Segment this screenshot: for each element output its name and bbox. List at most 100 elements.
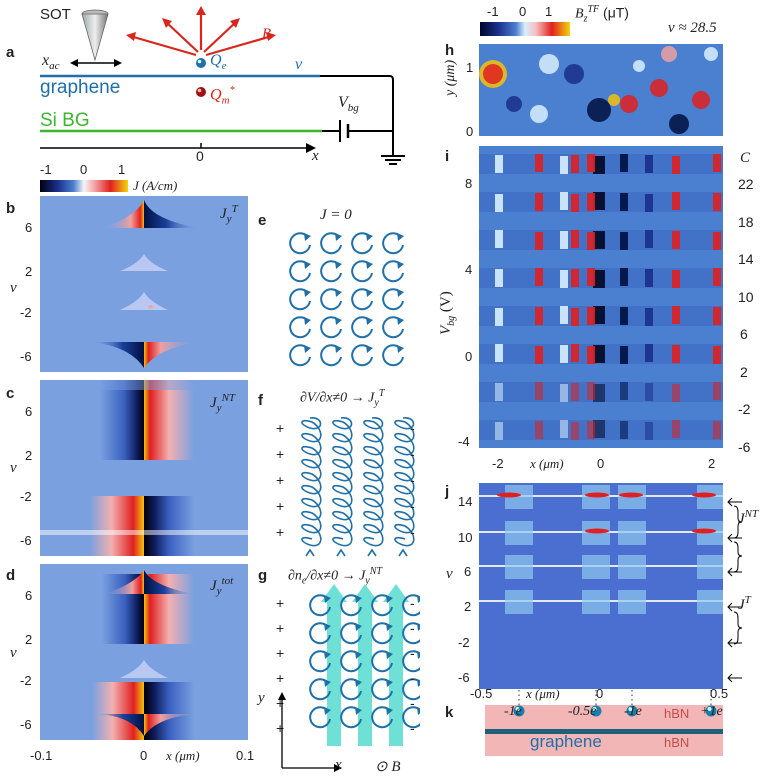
minus-sign: - <box>410 670 415 686</box>
helix-arrowhead-icon <box>336 548 346 557</box>
circulation-icon <box>402 594 420 617</box>
circulation-icon <box>351 232 373 255</box>
helix-arrowhead-icon <box>398 548 408 557</box>
map-i <box>479 146 723 448</box>
charge-label: +1e <box>700 704 723 719</box>
panel-label-g: g <box>258 567 268 584</box>
circulation-icon <box>340 622 362 645</box>
panel-label-i: i <box>445 148 450 165</box>
circulation-icon <box>351 288 373 311</box>
circulation-icon <box>371 594 393 617</box>
sot-label: SOT <box>40 6 71 23</box>
panel-label-k: k <box>445 704 454 721</box>
c-value: 2 <box>740 363 748 380</box>
i-x-tick: 2 <box>708 456 716 471</box>
nu-axis-label-d: ν <box>10 645 17 661</box>
circulation-icon <box>402 678 420 701</box>
panel-label-d: d <box>6 567 16 584</box>
minus-sign: - <box>410 446 415 462</box>
nu-axis-label-b: ν <box>10 280 17 296</box>
jnt-label: JNT <box>738 508 759 527</box>
minus-sign: - <box>410 645 415 661</box>
nu-tick: -6 <box>20 533 32 548</box>
minus-sign: - <box>410 524 415 540</box>
circulation-icon <box>289 288 311 311</box>
x-tick: 0.1 <box>236 748 255 763</box>
c-value: -2 <box>738 401 751 417</box>
cartoon-f-helices <box>301 417 415 557</box>
plus-sign: + <box>276 620 285 636</box>
nu-tick: 2 <box>25 264 33 279</box>
x-tick: 0 <box>140 748 148 763</box>
plus-sign: + <box>276 524 285 540</box>
panel-label-h: h <box>445 42 455 59</box>
graphene-label: graphene <box>40 77 121 98</box>
plus-sign: + <box>276 720 285 736</box>
nu-tick: 6 <box>25 404 33 419</box>
circulation-icon <box>351 260 373 283</box>
j-y-tick: 2 <box>464 599 472 614</box>
circulation-icon <box>402 706 420 729</box>
h-y-tick: 0 <box>466 124 474 139</box>
nu-value: ν ≈ 28.5 <box>668 20 717 36</box>
circulation-icon <box>320 344 342 367</box>
j-cb-tick: -1 <box>40 162 52 177</box>
plus-sign: + <box>276 420 285 436</box>
bz-cb-label: BzTF (μT) <box>575 4 629 25</box>
helix-icon <box>301 417 322 547</box>
minus-sign: - <box>410 472 415 488</box>
x-tick: -0.1 <box>30 748 53 763</box>
map-d <box>40 564 248 740</box>
circulation-icon <box>371 622 393 645</box>
circulation-icon <box>371 678 393 701</box>
i-x-tick: -2 <box>492 456 504 471</box>
j-x-tick: 0.5 <box>710 686 729 701</box>
minus-sign: - <box>410 720 415 736</box>
b-out-of-plane-label: ⊙ B <box>375 759 401 775</box>
nu-tick: -2 <box>20 489 32 504</box>
circulation-icon <box>289 232 311 255</box>
bz-cb-tick: 1 <box>545 4 553 19</box>
plus-sign: + <box>276 472 285 488</box>
nu-axis-label-c: ν <box>10 460 17 476</box>
j-x-tick: -0.5 <box>470 686 493 701</box>
nu-tick: 2 <box>25 448 33 463</box>
circulation-icon <box>289 316 311 339</box>
panel-label-f: f <box>258 392 263 409</box>
nu-tick: -6 <box>20 717 32 732</box>
j-x-axis-label: x (μm) <box>526 686 560 701</box>
circulation-icon <box>402 622 420 645</box>
c-header: C <box>740 150 751 166</box>
j-side-arrows <box>727 497 742 683</box>
nu-tick: 6 <box>25 588 33 603</box>
circulation-icon <box>382 344 404 367</box>
circulation-icon <box>309 622 331 645</box>
j-x-tick: 0 <box>596 686 604 701</box>
i-y-tick: 8 <box>465 176 473 191</box>
map-c-title: JyNT <box>210 392 236 414</box>
circulation-icon <box>309 706 331 729</box>
helix-icon <box>394 417 415 547</box>
charge-label: -0.5e <box>568 704 597 719</box>
charge-label: -1e <box>624 704 642 719</box>
minus-sign: - <box>410 498 415 514</box>
bz-cb-tick: 0 <box>519 4 527 19</box>
bz-cb-tick: -1 <box>487 4 499 19</box>
b-field-label: B <box>262 26 272 42</box>
minus-sign: - <box>410 620 415 636</box>
panel-label-j: j <box>445 483 450 500</box>
map-j <box>479 483 723 629</box>
nu-tick: -2 <box>20 673 32 688</box>
circulation-icon <box>340 706 362 729</box>
x-axis-label-bcd: x (μm) <box>166 748 200 763</box>
h-y-tick: 1 <box>466 60 474 75</box>
nu-tick: -2 <box>20 305 32 320</box>
jt-label: JT <box>738 594 751 613</box>
plus-sign: + <box>276 498 285 514</box>
circulation-icon <box>320 316 342 339</box>
e-title: J = 0 <box>320 207 352 223</box>
circulation-icon <box>340 650 362 673</box>
minus-sign: - <box>410 695 415 711</box>
map-b-title: JyT <box>220 203 238 225</box>
minus-sign: - <box>410 595 415 611</box>
